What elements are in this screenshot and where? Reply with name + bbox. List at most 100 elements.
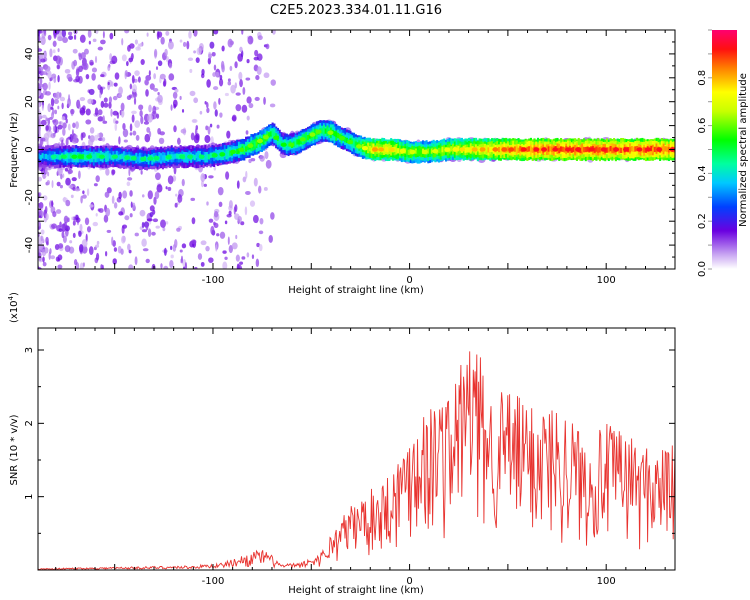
noise-blob bbox=[204, 134, 211, 144]
noise-blob bbox=[245, 190, 251, 195]
ridge-cell bbox=[354, 141, 357, 147]
ridge-peak bbox=[256, 138, 263, 144]
noise-blob bbox=[100, 39, 106, 45]
noise-blob bbox=[120, 109, 125, 118]
ridge-peak bbox=[153, 155, 160, 161]
noise-blob bbox=[68, 94, 71, 102]
noise-blob bbox=[129, 123, 133, 132]
x-tick-label: 100 bbox=[597, 275, 616, 286]
ridge-cell bbox=[308, 133, 311, 139]
noise-blob bbox=[131, 114, 135, 123]
noise-blob bbox=[164, 48, 168, 57]
noise-blob bbox=[253, 56, 259, 61]
noise-blob bbox=[108, 101, 112, 109]
noise-blob bbox=[180, 128, 187, 134]
ridge-peak bbox=[140, 156, 147, 162]
noise-blob bbox=[165, 30, 170, 36]
noise-blob bbox=[78, 65, 83, 73]
ridge-peak bbox=[179, 154, 186, 159]
noise-blob bbox=[81, 239, 88, 248]
noise-blob bbox=[86, 188, 90, 197]
noise-blob bbox=[206, 102, 209, 109]
noise-blob bbox=[126, 60, 129, 67]
noise-blob bbox=[168, 62, 173, 69]
noise-blob bbox=[121, 54, 127, 62]
noise-blob bbox=[259, 217, 264, 225]
ridge-peak bbox=[60, 154, 67, 159]
ridge-cell bbox=[84, 154, 87, 160]
noise-blob bbox=[226, 130, 231, 139]
ridge-cell bbox=[193, 154, 196, 161]
ridge-cell bbox=[170, 154, 173, 160]
noise-blob bbox=[186, 40, 190, 50]
x-tick-label: -100 bbox=[202, 576, 225, 587]
ridge-cell bbox=[581, 146, 584, 152]
noise-blob bbox=[79, 97, 86, 102]
ridge-peak bbox=[77, 154, 84, 159]
ridge-cell bbox=[269, 131, 272, 137]
noise-blob bbox=[236, 264, 243, 269]
noise-blob bbox=[230, 84, 236, 94]
noise-blob bbox=[158, 137, 165, 145]
ridge-cell bbox=[299, 138, 302, 145]
noise-blob bbox=[194, 266, 198, 269]
ridge-peak bbox=[471, 147, 478, 152]
noise-blob bbox=[231, 114, 237, 122]
noise-blob bbox=[121, 225, 125, 234]
noise-blob bbox=[213, 30, 219, 35]
noise-blob bbox=[68, 184, 74, 189]
noise-blob bbox=[60, 174, 63, 180]
noise-blob bbox=[64, 68, 71, 74]
ridge-cell bbox=[395, 148, 398, 154]
noise-blob bbox=[229, 40, 235, 46]
noise-blob bbox=[134, 39, 138, 45]
colorbar-tick-label: 0.0 bbox=[697, 261, 708, 277]
noise-blob bbox=[255, 75, 260, 81]
ridge-cell bbox=[586, 146, 589, 152]
noise-blob bbox=[38, 30, 41, 37]
noise-blob bbox=[256, 242, 260, 248]
noise-blob bbox=[128, 249, 132, 254]
ridge-peak bbox=[508, 147, 515, 152]
noise-blob bbox=[94, 134, 99, 141]
noise-blob bbox=[41, 248, 47, 257]
noise-blob bbox=[249, 200, 256, 207]
ridge-cell bbox=[55, 154, 58, 160]
colorbar-label: Normalized spectral amplitude bbox=[738, 73, 749, 227]
ridge-peak bbox=[399, 148, 406, 154]
noise-blob bbox=[184, 261, 188, 269]
noise-blob bbox=[175, 193, 178, 197]
ridge-cell bbox=[96, 153, 99, 159]
noise-blob bbox=[163, 78, 167, 87]
noise-blob bbox=[179, 39, 183, 43]
noise-blob bbox=[49, 48, 53, 58]
noise-blob bbox=[38, 266, 42, 269]
noise-blob bbox=[40, 229, 45, 235]
ridge-cell bbox=[352, 140, 356, 146]
noise-blob bbox=[156, 113, 160, 119]
ridge-cell bbox=[593, 147, 596, 153]
noise-blob bbox=[38, 57, 42, 65]
ridge-cell bbox=[563, 147, 566, 153]
noise-blob bbox=[66, 73, 72, 80]
ridge-cell bbox=[605, 147, 609, 153]
noise-blob bbox=[44, 65, 51, 72]
noise-blob bbox=[123, 139, 128, 143]
ridge-cell bbox=[163, 155, 166, 161]
noise-blob bbox=[38, 124, 41, 134]
noise-blob bbox=[234, 204, 238, 213]
noise-blob bbox=[197, 253, 203, 260]
noise-blob bbox=[106, 229, 112, 233]
ridge-cell bbox=[429, 149, 432, 155]
noise-blob bbox=[212, 86, 219, 91]
noise-blob bbox=[155, 225, 161, 229]
snr-y-axis-label: SNR (10 * v/v) bbox=[9, 414, 20, 485]
noise-blob bbox=[148, 104, 152, 113]
noise-blob bbox=[53, 98, 59, 105]
ridge-peak bbox=[575, 147, 582, 152]
noise-blob bbox=[41, 71, 48, 76]
noise-blob bbox=[241, 104, 248, 113]
noise-blob bbox=[83, 62, 89, 71]
noise-blob bbox=[222, 261, 228, 269]
ridge-cell bbox=[306, 134, 310, 141]
